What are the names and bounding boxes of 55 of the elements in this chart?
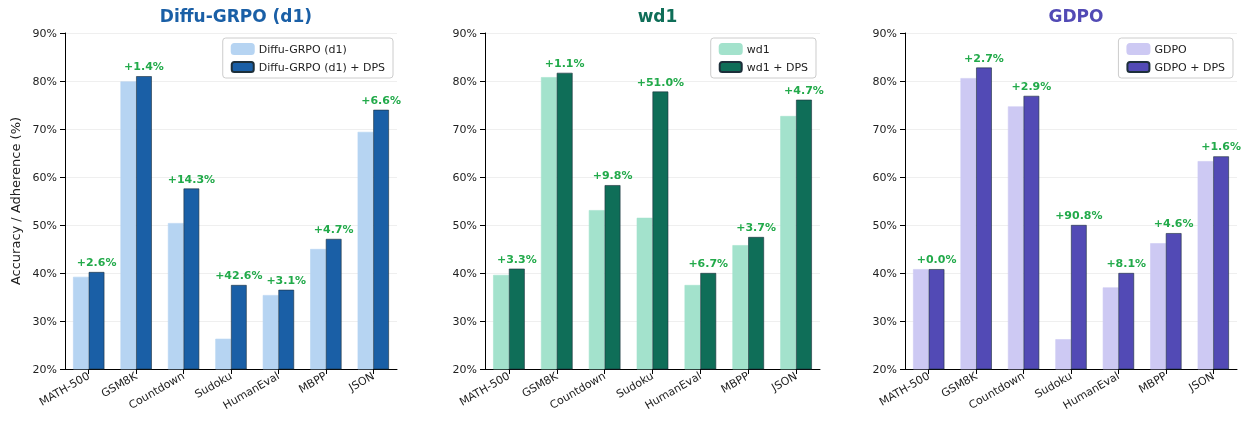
annotation: +4.6% (1153, 217, 1194, 231)
annotation: +1.4% (124, 60, 164, 74)
annotation: +2.6% (76, 256, 117, 270)
annotation: +3.7% (736, 221, 776, 234)
y-tick-label: 90% (452, 26, 477, 40)
y-tick-label: 30% (872, 314, 897, 328)
chart-title: wd1 (637, 5, 678, 26)
y-tick-label: 30% (452, 314, 477, 328)
annotation: +6.6% (361, 93, 401, 107)
chart-title: GDPO (1048, 5, 1104, 26)
legend-label: GDPO (1154, 42, 1188, 56)
legend-label: GDPO + DPS (1154, 60, 1226, 74)
y-tick-label: 80% (872, 74, 897, 88)
chart-title: Diffu-GRPO (d1) (159, 5, 313, 26)
y-tick-label: 40% (32, 266, 57, 280)
annotation: +9.8% (592, 169, 633, 183)
y-tick-label: 50% (452, 218, 477, 232)
annotation: +1.1% (544, 56, 585, 70)
annotation: +8.1% (1106, 257, 1147, 270)
y-tick-label: 70% (452, 122, 477, 136)
y-tick-label: 50% (32, 218, 57, 232)
y-tick-label: 70% (872, 122, 897, 136)
y-tick-label: 60% (452, 170, 477, 184)
annotation: +3.3% (496, 252, 537, 266)
annotation: +1.6% (1201, 140, 1241, 154)
annotation: +14.3% (167, 172, 216, 186)
annotation: +4.7% (784, 83, 824, 97)
y-tick-label: 60% (32, 170, 57, 184)
y-tick-label: 20% (452, 362, 477, 376)
legend-label: wd1 (746, 42, 770, 56)
legend-label: Diffu-GRPO (d1) + DPS (258, 60, 386, 74)
legend-label: wd1 + DPS (746, 60, 809, 74)
y-tick-label: 90% (32, 26, 57, 40)
annotation: +51.0% (636, 75, 685, 89)
annotation: +3.1% (266, 273, 307, 287)
y-tick-label: 20% (32, 362, 57, 376)
y-tick-label: 50% (872, 218, 897, 232)
annotation: +0.0% (916, 253, 957, 267)
y-tick-label: 80% (32, 74, 57, 88)
annotation: +90.8% (1055, 209, 1103, 222)
legend-label: Diffu-GRPO (d1) (258, 42, 347, 56)
y-axis-title: Accuracy / Adherence (%) (7, 116, 23, 286)
annotation: +4.7% (313, 222, 354, 236)
annotation: +2.9% (1011, 79, 1052, 93)
annotation: +42.6% (215, 269, 263, 282)
y-tick-label: 30% (32, 314, 57, 328)
y-tick-label: 90% (872, 26, 897, 40)
y-tick-label: 40% (872, 266, 897, 280)
y-tick-label: 80% (452, 74, 477, 88)
y-tick-label: 20% (872, 362, 897, 376)
annotation: +6.7% (688, 257, 729, 270)
y-tick-label: 60% (872, 170, 897, 184)
y-tick-label: 40% (452, 266, 477, 280)
annotation: +2.7% (964, 51, 1004, 65)
y-tick-label: 70% (32, 122, 57, 136)
